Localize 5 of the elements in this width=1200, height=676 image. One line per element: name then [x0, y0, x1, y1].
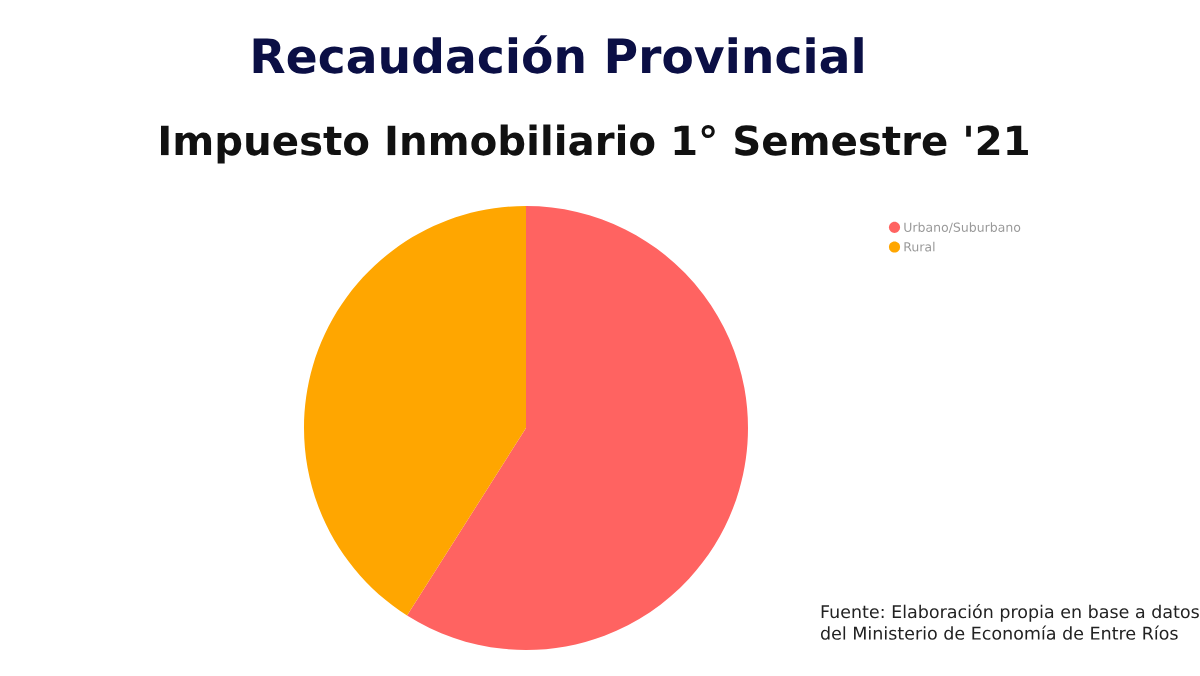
pie-slice — [304, 206, 526, 616]
pie-slice — [407, 206, 748, 650]
chart-title: Recaudación Provincial — [253, 35, 863, 74]
source-note: Fuente: Elaboración propia en base a datos del Ministerio de Economía de Entre Ríos — [820, 604, 1199, 640]
chart-subtitle: Impuesto Inmobiliario 1° Semestre '21 — [161, 124, 1028, 164]
